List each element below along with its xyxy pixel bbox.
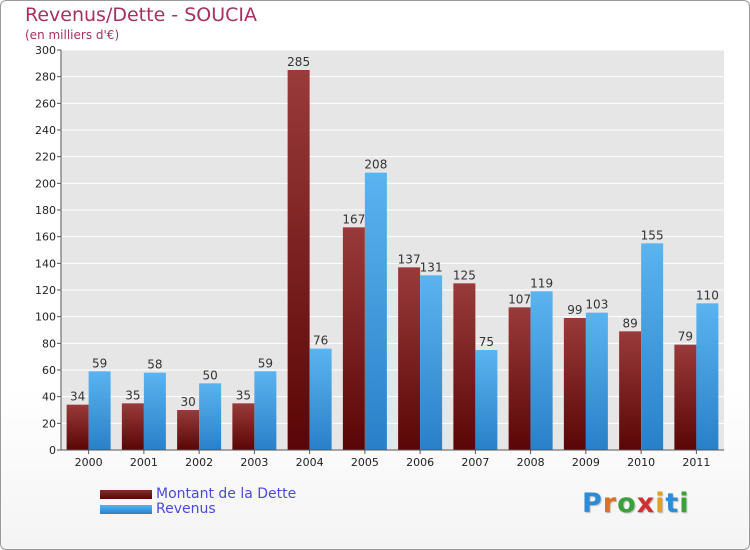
- legend-item-debt: Montant de la Dette: [100, 486, 296, 502]
- chart-subtitle: (en milliers d'€): [25, 28, 120, 42]
- x-tick-label: 2007: [461, 456, 489, 469]
- data-label: 167: [342, 212, 365, 226]
- logo-letter: P: [582, 488, 603, 519]
- y-tick-label: 100: [35, 311, 56, 324]
- bar-revenue: [364, 172, 387, 450]
- x-tick-label: 2011: [682, 456, 710, 469]
- data-label: 34: [70, 390, 85, 404]
- bar-revenue: [309, 348, 332, 450]
- bar-revenue: [696, 303, 719, 450]
- data-label: 76: [313, 334, 328, 348]
- logo-letter: i: [679, 488, 690, 519]
- bar-debt: [674, 344, 697, 450]
- data-label: 208: [364, 158, 387, 172]
- bar-debt: [398, 267, 421, 450]
- y-tick-label: 160: [35, 231, 56, 244]
- bar-revenue: [530, 291, 553, 450]
- x-tick-label: 2000: [75, 456, 103, 469]
- legend-item-revenue: Revenus: [100, 501, 216, 517]
- bar-revenue: [143, 372, 166, 450]
- y-tick-label: 0: [49, 444, 56, 457]
- data-label: 110: [696, 288, 719, 302]
- grid-lines: [61, 49, 724, 424]
- data-label: 99: [567, 303, 582, 317]
- bar-debt: [619, 331, 642, 450]
- bar-debt: [508, 307, 531, 450]
- data-label: 35: [236, 388, 251, 402]
- x-tick-label: 2005: [351, 456, 379, 469]
- y-tick-label: 280: [35, 71, 56, 84]
- bar-debt: [342, 227, 365, 450]
- data-label: 285: [287, 55, 310, 69]
- bar-revenue: [475, 350, 498, 450]
- proxiti-logo: Proxiti: [582, 488, 690, 519]
- legend-swatch-revenue: [100, 504, 152, 514]
- x-tick-label: 2004: [296, 456, 324, 469]
- x-tick-label: 2009: [572, 456, 600, 469]
- y-tick-label: 180: [35, 204, 56, 217]
- bar-debt: [177, 410, 200, 450]
- x-tick-label: 2002: [185, 456, 213, 469]
- logo-letter: x: [636, 488, 656, 519]
- legend-label-revenue: Revenus: [156, 501, 216, 517]
- data-label: 155: [641, 228, 664, 242]
- y-tick-label: 220: [35, 151, 56, 164]
- chart-title: Revenus/Dette - SOUCIA: [25, 4, 257, 26]
- bar-revenue: [254, 371, 277, 450]
- bar-revenue: [420, 275, 443, 450]
- data-label: 89: [622, 316, 637, 330]
- data-label: 137: [398, 252, 421, 266]
- y-tick-label: 20: [42, 417, 56, 430]
- y-tick-label: 260: [35, 97, 56, 110]
- data-label: 119: [530, 276, 553, 290]
- bar-debt: [66, 404, 89, 450]
- y-tick-label: 300: [35, 44, 56, 57]
- y-tick-label: 40: [42, 391, 56, 404]
- data-label: 35: [125, 388, 140, 402]
- logo-letter: t: [665, 488, 680, 519]
- y-tick-label: 80: [42, 337, 56, 350]
- data-label: 59: [258, 356, 273, 370]
- data-label: 30: [180, 395, 195, 409]
- bar-debt: [121, 403, 144, 450]
- bar-debt: [563, 318, 586, 450]
- logo-letter: i: [655, 488, 666, 519]
- data-label: 131: [420, 260, 443, 274]
- legend-swatch-debt: [100, 489, 152, 499]
- logo-letter: r: [602, 488, 618, 519]
- data-label: 75: [479, 335, 494, 349]
- bar-revenue: [641, 243, 664, 450]
- bar-revenue: [199, 383, 222, 450]
- x-tick-label: 2008: [517, 456, 545, 469]
- bar-revenue: [88, 371, 111, 450]
- data-label: 103: [585, 298, 608, 312]
- data-label: 58: [147, 358, 162, 372]
- bars: [66, 70, 719, 450]
- x-tick-label: 2006: [406, 456, 434, 469]
- bar-debt: [453, 283, 476, 450]
- data-label: 79: [678, 330, 693, 344]
- y-tick-label: 140: [35, 257, 56, 270]
- logo-letter: o: [617, 488, 637, 519]
- x-tick-label: 2003: [240, 456, 268, 469]
- data-label: 125: [453, 268, 476, 282]
- y-tick-label: 200: [35, 177, 56, 190]
- data-label: 59: [92, 356, 107, 370]
- x-tick-label: 2001: [130, 456, 158, 469]
- y-tick-label: 240: [35, 124, 56, 137]
- plot-area: [61, 50, 724, 450]
- y-tick-label: 120: [35, 284, 56, 297]
- data-label: 50: [202, 368, 217, 382]
- bar-debt: [287, 70, 310, 450]
- legend-label-debt: Montant de la Dette: [156, 486, 297, 502]
- bar-revenue: [585, 312, 608, 450]
- bar-debt: [232, 403, 255, 450]
- data-label: 107: [508, 292, 531, 306]
- y-tick-label: 60: [42, 364, 56, 377]
- axes: 0 20 40 60 80 100 120 140 160 180 200 220 240 260 280 3…: [35, 44, 724, 469]
- x-tick-label: 2010: [627, 456, 655, 469]
